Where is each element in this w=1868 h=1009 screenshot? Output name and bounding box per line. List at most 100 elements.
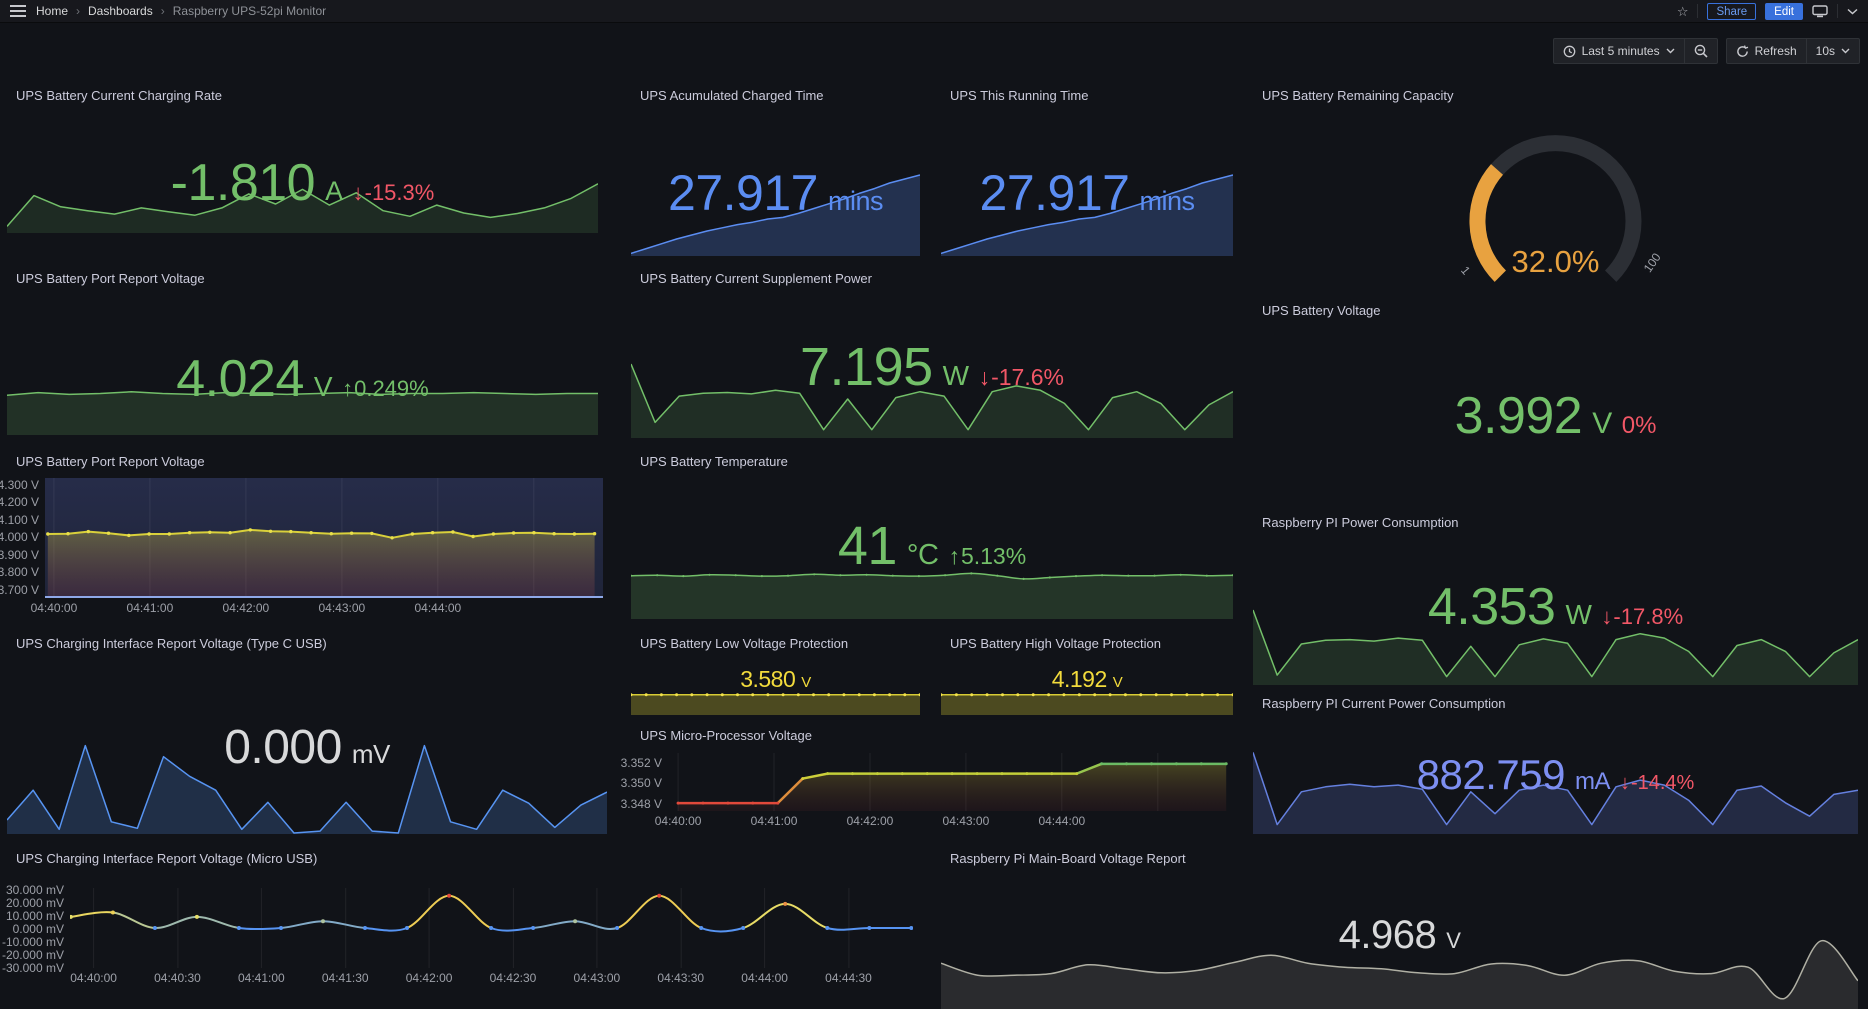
panel-title[interactable]: UPS Battery Remaining Capacity xyxy=(1262,88,1454,103)
chevron-down-icon xyxy=(1666,48,1675,54)
panel-title[interactable]: UPS Battery Port Report Voltage xyxy=(16,454,205,469)
panel-title[interactable]: UPS Battery High Voltage Protection xyxy=(950,636,1162,651)
breadcrumb-dashboards[interactable]: Dashboards xyxy=(88,4,153,18)
zoom-out-icon xyxy=(1694,44,1708,58)
sparkline-chart xyxy=(941,940,1858,1009)
sparkline-chart xyxy=(7,183,598,233)
stat: 882.759 mA ↓ -14.4% xyxy=(1253,754,1858,796)
stat-value: 4.968 xyxy=(1338,913,1437,957)
y-tick-label: 4.300 V xyxy=(0,477,39,492)
stat: 4.353 W ↓ -17.8% xyxy=(1253,581,1858,633)
arrow-up-icon: ↑ xyxy=(342,376,354,401)
y-tick-label: -20.000 mV xyxy=(1,947,64,962)
panel-title[interactable]: UPS Battery Current Supplement Power xyxy=(640,271,872,286)
time-series-plot: 4.300 V 4.200 V 4.100 V 4.000 V 3.900 V 3.800… xyxy=(0,478,603,615)
panel-title[interactable]: UPS Battery Voltage xyxy=(1262,303,1381,318)
refresh-label: Refresh xyxy=(1754,44,1797,58)
x-tick-label: 04:43:00 xyxy=(573,971,621,985)
x-tick-label: 04:43:00 xyxy=(318,601,366,615)
stat-value: 7.195 xyxy=(800,337,933,397)
x-tick-label: 04:44:00 xyxy=(1038,814,1086,828)
x-tick-label: 04:42:00 xyxy=(405,971,453,985)
x-tick-label: 04:41:30 xyxy=(321,971,369,985)
sparkline-chart xyxy=(7,744,607,834)
panel-title[interactable]: UPS Charging Interface Report Voltage (T… xyxy=(16,636,327,651)
sparkline-chart xyxy=(631,174,920,256)
stat-delta: ↓ -14.4% xyxy=(1619,772,1695,794)
refresh-button[interactable]: Refresh xyxy=(1727,39,1806,63)
panel-title[interactable]: UPS Battery Low Voltage Protection xyxy=(640,636,849,651)
panel-title[interactable]: UPS Micro-Processor Voltage xyxy=(640,728,812,743)
panel-title[interactable]: UPS Acumulated Charged Time xyxy=(640,88,824,103)
panel-title[interactable]: Raspberry Pi Main-Board Voltage Report xyxy=(950,851,1186,866)
star-icon[interactable]: ☆ xyxy=(1676,3,1689,19)
time-series-plot: 3.352 V 3.350 V 3.348 V 04:40:00 04:41:00 04… xyxy=(621,753,1229,828)
x-tick-label: 04:44:30 xyxy=(825,971,872,985)
y-tick-label: 3.352 V xyxy=(620,755,662,770)
panel-title[interactable]: UPS Battery Temperature xyxy=(640,454,788,469)
stat-unit: V xyxy=(1446,928,1461,953)
time-range-picker[interactable]: Last 5 minutes xyxy=(1554,39,1684,63)
x-tick-label: 04:43:00 xyxy=(942,814,990,828)
y-tick-label: 3.700 V xyxy=(0,582,39,597)
stat-unit: V xyxy=(1112,674,1123,691)
edit-button[interactable]: Edit xyxy=(1765,2,1803,20)
panel-pi-current-consumption: Raspberry PI Current Power Consumption 8… xyxy=(1253,691,1858,834)
stat-delta: ↓ -17.6% xyxy=(978,364,1064,390)
navbar-actions: ☆ Share Edit xyxy=(1676,2,1858,20)
stat-unit: W xyxy=(1565,599,1592,630)
y-tick-label: -30.000 mV xyxy=(1,960,64,975)
panel-battery-remaining-capacity: UPS Battery Remaining Capacity 32.0% 1 100 xyxy=(1253,83,1858,286)
y-tick-label: 4.100 V xyxy=(0,512,39,527)
panel-pi-power-consumption: Raspberry PI Power Consumption 4.353 W ↓… xyxy=(1253,510,1858,685)
refresh-interval-label: 10s xyxy=(1815,44,1835,58)
y-tick-label: 20.000 mV xyxy=(5,895,64,910)
stat-unit: mins xyxy=(1139,186,1195,216)
stat: 27.917 mins xyxy=(941,168,1233,218)
x-tick-label: 04:43:30 xyxy=(657,971,705,985)
time-series-chart xyxy=(45,478,603,598)
chevron-down-icon[interactable] xyxy=(1847,8,1858,15)
refresh-group: Refresh 10s xyxy=(1725,38,1860,64)
panel-title[interactable]: UPS Battery Current Charging Rate xyxy=(16,88,222,103)
stat-value: 41 xyxy=(837,516,898,576)
stat: 41 °C ↑ 5.13% xyxy=(631,519,1233,573)
y-axis: 30.000 mV 20.000 mV 10.000 mV 0.000 mV -10.0… xyxy=(2,883,70,975)
x-tick-label: 04:40:00 xyxy=(70,971,117,985)
y-tick-label: 4.200 V xyxy=(0,495,39,510)
zoom-out-button[interactable] xyxy=(1683,39,1717,63)
share-button[interactable]: Share xyxy=(1707,2,1757,20)
panel-title[interactable]: UPS This Running Time xyxy=(950,88,1089,103)
time-range-label: Last 5 minutes xyxy=(1581,44,1660,58)
panel-title[interactable]: UPS Battery Port Report Voltage xyxy=(16,271,205,286)
x-tick-label: 04:42:00 xyxy=(222,601,270,615)
refresh-interval-picker[interactable]: 10s xyxy=(1805,39,1859,63)
stat: 3.580 V xyxy=(631,668,920,691)
y-tick-label: 10.000 mV xyxy=(5,908,64,923)
x-tick-label: 04:44:00 xyxy=(741,971,788,985)
stat: 27.917 mins xyxy=(631,168,920,218)
stat-delta: ↓ -15.3% xyxy=(352,180,435,205)
svg-text:100: 100 xyxy=(1641,250,1664,275)
y-tick-label: 0.000 mV xyxy=(12,921,64,936)
arrow-down-icon: ↓ xyxy=(978,364,991,390)
x-tick-label: 04:40:30 xyxy=(154,971,201,985)
y-tick-label: 3.350 V xyxy=(620,776,662,791)
sparkline-chart xyxy=(941,174,1233,256)
stat-value: 4.353 xyxy=(1427,578,1556,636)
arrow-up-icon: ↑ xyxy=(948,543,960,569)
svg-text:32.0%: 32.0% xyxy=(1512,244,1600,279)
monitor-icon[interactable] xyxy=(1812,4,1828,18)
stat-unit: °C xyxy=(906,539,939,571)
panel-title[interactable]: UPS Charging Interface Report Voltage (M… xyxy=(16,851,318,866)
panel-typec-voltage: UPS Charging Interface Report Voltage (T… xyxy=(7,631,607,834)
panel-title[interactable]: Raspberry PI Current Power Consumption xyxy=(1262,696,1506,711)
breadcrumb-home[interactable]: Home xyxy=(36,4,69,18)
panel-battery-port-voltage-timeseries: UPS Battery Port Report Voltage 4.300 V 4… xyxy=(0,449,607,619)
stat: 7.195 W ↓ -17.6% xyxy=(631,340,1233,394)
stat: 0.000 mV xyxy=(7,724,607,772)
hamburger-menu-icon[interactable] xyxy=(10,5,26,17)
panel-title[interactable]: Raspberry PI Power Consumption xyxy=(1262,515,1459,530)
divider xyxy=(1697,4,1699,18)
x-tick-label: 04:41:00 xyxy=(238,971,285,985)
